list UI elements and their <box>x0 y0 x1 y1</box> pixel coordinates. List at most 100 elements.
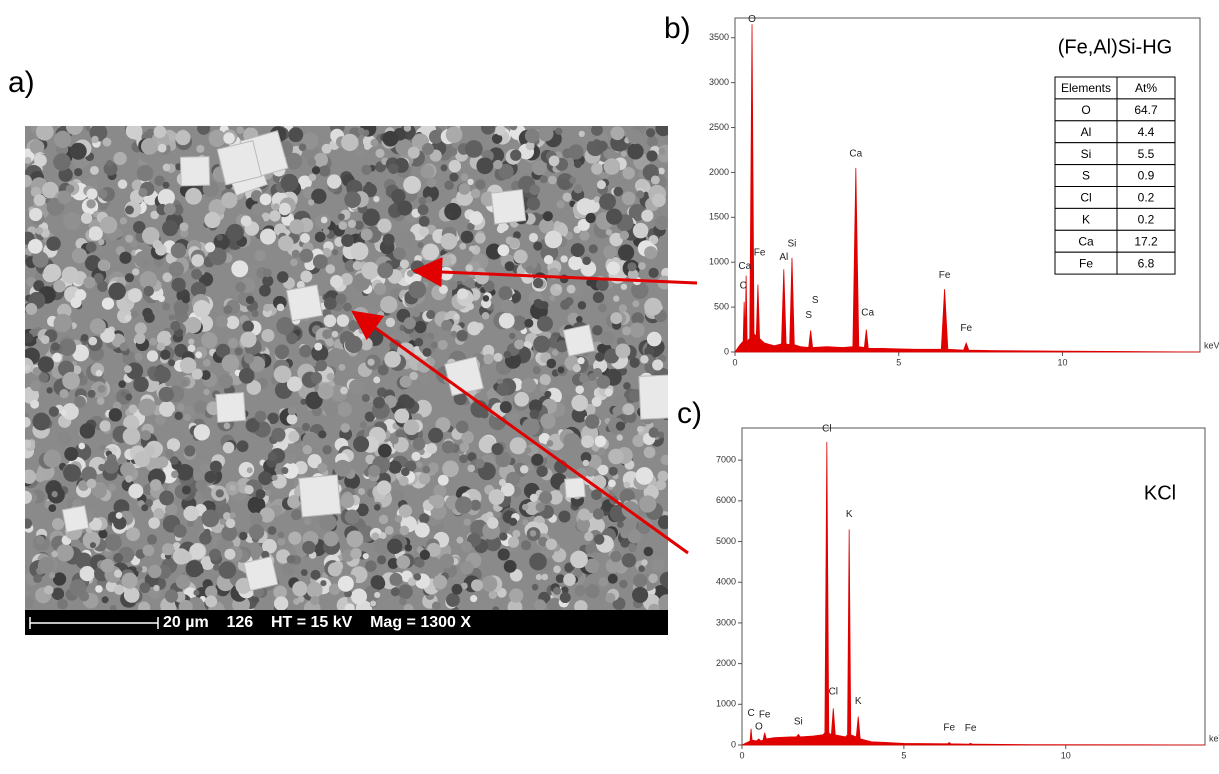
grain <box>197 126 211 135</box>
grain <box>312 254 328 270</box>
grain <box>259 284 271 297</box>
grain <box>447 212 454 219</box>
grain <box>591 396 602 407</box>
grain <box>334 459 352 477</box>
grain <box>136 566 143 573</box>
grain <box>522 417 540 436</box>
grain <box>272 203 280 210</box>
grain <box>638 565 645 572</box>
grain <box>384 350 401 368</box>
grain <box>330 275 344 289</box>
grain <box>481 312 490 320</box>
grain <box>655 126 668 137</box>
grain <box>149 479 162 491</box>
grain <box>556 340 569 353</box>
grain <box>362 208 380 227</box>
grain <box>358 327 365 335</box>
grain <box>221 525 238 542</box>
grain <box>25 469 37 484</box>
grain <box>574 600 588 610</box>
grain <box>178 550 192 564</box>
grain <box>88 226 103 241</box>
grain <box>238 368 255 384</box>
grain <box>524 446 532 454</box>
grain <box>99 444 106 451</box>
grain <box>632 434 645 448</box>
grain <box>391 488 405 502</box>
grain <box>262 275 274 287</box>
grain <box>131 179 143 191</box>
grain <box>587 133 596 142</box>
grain <box>78 480 89 491</box>
grain <box>37 356 54 373</box>
grain <box>373 376 381 384</box>
grain <box>560 255 568 263</box>
grain <box>59 389 69 399</box>
grain <box>500 299 515 314</box>
grain <box>235 281 246 293</box>
grain <box>63 212 82 231</box>
grain <box>175 574 191 590</box>
grain <box>444 180 454 191</box>
grain <box>562 192 572 202</box>
grain <box>393 247 406 260</box>
grain <box>506 471 521 486</box>
grain <box>598 577 609 587</box>
grain <box>644 297 662 316</box>
grain <box>576 518 591 532</box>
grain <box>555 574 565 584</box>
grain <box>363 585 380 603</box>
grain <box>641 209 654 222</box>
grain <box>99 216 118 234</box>
grain <box>633 573 648 588</box>
grain <box>470 595 478 603</box>
grain <box>168 314 175 321</box>
grain <box>579 373 589 384</box>
grain <box>375 148 385 158</box>
grain <box>156 342 166 351</box>
grain <box>595 278 609 292</box>
grain <box>134 332 146 345</box>
grain <box>323 531 339 547</box>
grain <box>221 354 240 373</box>
grain <box>439 553 455 569</box>
grain <box>470 188 481 199</box>
grain <box>276 271 289 283</box>
grain <box>387 557 399 569</box>
grain <box>529 530 537 537</box>
grain <box>300 270 313 283</box>
grain <box>52 352 62 363</box>
peak-label: Fe <box>939 270 951 281</box>
grain <box>327 562 342 577</box>
grain <box>535 574 542 581</box>
grain <box>554 220 561 228</box>
grain <box>165 503 178 516</box>
grain <box>394 515 403 523</box>
grain <box>141 504 149 512</box>
grain <box>297 595 305 603</box>
grain <box>261 212 271 222</box>
grain <box>485 535 502 552</box>
grain <box>205 585 218 599</box>
grain <box>80 212 93 224</box>
grain <box>568 255 583 271</box>
grain <box>652 359 664 371</box>
grain <box>509 237 520 249</box>
grain <box>575 385 584 394</box>
grain <box>288 430 300 443</box>
grain <box>350 242 369 261</box>
grain <box>274 596 289 610</box>
grain <box>51 491 58 498</box>
peak-label: Fe <box>754 247 766 258</box>
grain <box>403 603 414 610</box>
grain <box>282 462 299 479</box>
grain <box>621 191 636 206</box>
grain <box>121 572 138 589</box>
grain <box>344 191 362 208</box>
grain <box>657 431 665 439</box>
peak-label: Cl <box>822 423 831 434</box>
grain <box>571 407 588 423</box>
grain <box>493 159 503 170</box>
grain <box>612 597 626 610</box>
y-tick-label: 4000 <box>716 577 736 587</box>
